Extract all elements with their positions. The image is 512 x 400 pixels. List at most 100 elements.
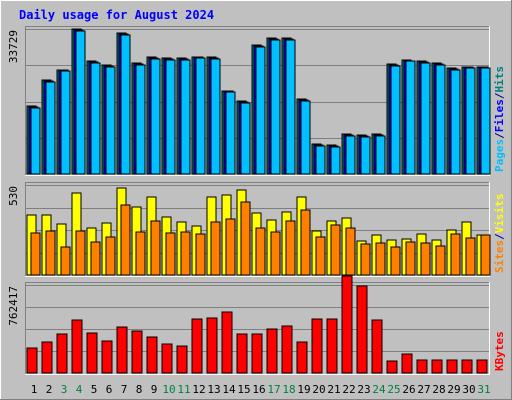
- bar-pages-16: [255, 46, 266, 175]
- bar-pages-30: [465, 67, 476, 175]
- bar-sites-29: [450, 233, 461, 276]
- bar-kbytes-7: [116, 326, 128, 374]
- bar-kbytes-31: [476, 359, 488, 374]
- bar-pages-4: [75, 30, 86, 175]
- bar-sites-2: [45, 230, 56, 276]
- bar-pages-12: [195, 57, 206, 175]
- x-tick-label: 14: [222, 383, 236, 396]
- bar-pages-27: [420, 62, 431, 175]
- bar-pages-13: [210, 58, 221, 175]
- x-tick-label: 6: [106, 383, 113, 396]
- chart-title: Daily usage for August 2024: [19, 8, 214, 22]
- bar-kbytes-23: [356, 285, 368, 374]
- x-tick-label: 30: [462, 383, 475, 396]
- bar-kbytes-28: [431, 359, 443, 374]
- legend-entry: KBytes: [493, 331, 506, 371]
- x-tick-label: 27: [417, 383, 430, 396]
- bar-kbytes-16: [251, 333, 263, 374]
- bar-pages-23: [360, 136, 371, 175]
- bar-kbytes-1: [26, 347, 38, 374]
- legend-entry: Files: [493, 99, 506, 132]
- bar-pages-10: [165, 59, 176, 175]
- bar-pages-14: [225, 91, 236, 175]
- x-tick-label: 8: [136, 383, 143, 396]
- y-axis-max-label: 530: [7, 186, 20, 206]
- panel-legend: Pages/Files/Hits: [493, 66, 506, 172]
- legend-entry: Visits: [493, 194, 506, 234]
- bar-sites-7: [120, 204, 131, 276]
- x-tick-label: 5: [91, 383, 98, 396]
- bar-sites-26: [405, 241, 416, 276]
- x-tick-label: 21: [327, 383, 340, 396]
- bar-kbytes-15: [236, 333, 248, 374]
- bar-pages-22: [345, 135, 356, 175]
- bar-kbytes-30: [461, 359, 473, 374]
- bar-pages-26: [405, 60, 416, 175]
- bar-pages-18: [285, 39, 296, 175]
- legend-entry: /: [493, 132, 506, 139]
- bar-pages-6: [105, 66, 116, 175]
- bar-pages-9: [150, 58, 161, 175]
- bar-sites-28: [435, 245, 446, 276]
- x-tick-label: 24: [372, 383, 386, 396]
- x-tick-label: 18: [282, 383, 295, 396]
- bar-pages-3: [60, 70, 71, 175]
- bar-sites-19: [300, 209, 311, 276]
- bar-sites-30: [465, 237, 476, 276]
- panel-2: 530 Sites/Visits: [7, 182, 506, 277]
- x-tick-label: 13: [207, 383, 220, 396]
- legend-entry: Hits: [493, 66, 506, 93]
- legend-entry: Pages: [493, 139, 506, 172]
- bar-sites-9: [150, 220, 161, 276]
- bar-kbytes-27: [416, 359, 428, 374]
- panel-legend: Sites/Visits: [493, 194, 506, 274]
- bar-pages-2: [45, 81, 56, 175]
- x-tick-label: 19: [297, 383, 310, 396]
- bar-kbytes-21: [326, 318, 338, 374]
- bar-kbytes-8: [131, 330, 143, 374]
- bar-sites-24: [375, 242, 386, 276]
- bar-sites-20: [315, 236, 326, 276]
- x-tick-label: 3: [61, 383, 68, 396]
- x-tick-label: 17: [267, 383, 280, 396]
- bar-sites-18: [285, 220, 296, 276]
- series-kbytes: [26, 275, 488, 374]
- x-tick-label: 2: [46, 383, 53, 396]
- bar-kbytes-4: [71, 319, 83, 374]
- bar-kbytes-9: [146, 336, 158, 374]
- bar-kbytes-19: [296, 341, 308, 374]
- bar-pages-11: [180, 59, 191, 175]
- bar-kbytes-17: [266, 328, 278, 374]
- bar-kbytes-25: [386, 360, 398, 374]
- bar-pages-17: [270, 39, 281, 175]
- bar-kbytes-20: [311, 318, 323, 374]
- bar-kbytes-3: [56, 333, 68, 374]
- bar-sites-21: [330, 224, 341, 276]
- x-tick-label: 22: [342, 383, 355, 396]
- bar-sites-5: [90, 241, 101, 276]
- bar-sites-15: [240, 201, 251, 276]
- bar-kbytes-10: [161, 343, 173, 374]
- bar-kbytes-12: [191, 318, 203, 374]
- bar-sites-14: [225, 218, 236, 276]
- bar-sites-11: [180, 231, 191, 276]
- bar-kbytes-18: [281, 325, 293, 374]
- bar-sites-23: [360, 243, 371, 276]
- bar-sites-1: [30, 232, 41, 276]
- bar-sites-10: [165, 232, 176, 276]
- bar-pages-7: [120, 34, 131, 175]
- x-tick-label: 11: [177, 383, 190, 396]
- bar-kbytes-6: [101, 340, 113, 374]
- bar-pages-8: [135, 64, 146, 175]
- bar-pages-20: [315, 145, 326, 175]
- bar-sites-6: [105, 236, 116, 276]
- panel-legend: KBytes: [493, 331, 506, 371]
- legend-entry: Sites: [493, 240, 506, 273]
- bar-kbytes-29: [446, 359, 458, 374]
- x-tick-label: 29: [447, 383, 460, 396]
- chart-panels: 33729Pages/Files/Hits530Sites/Visits7624…: [7, 26, 506, 375]
- bar-pages-31: [480, 67, 491, 175]
- bar-pages-15: [240, 102, 251, 175]
- y-axis-max-label: 33729: [7, 30, 20, 63]
